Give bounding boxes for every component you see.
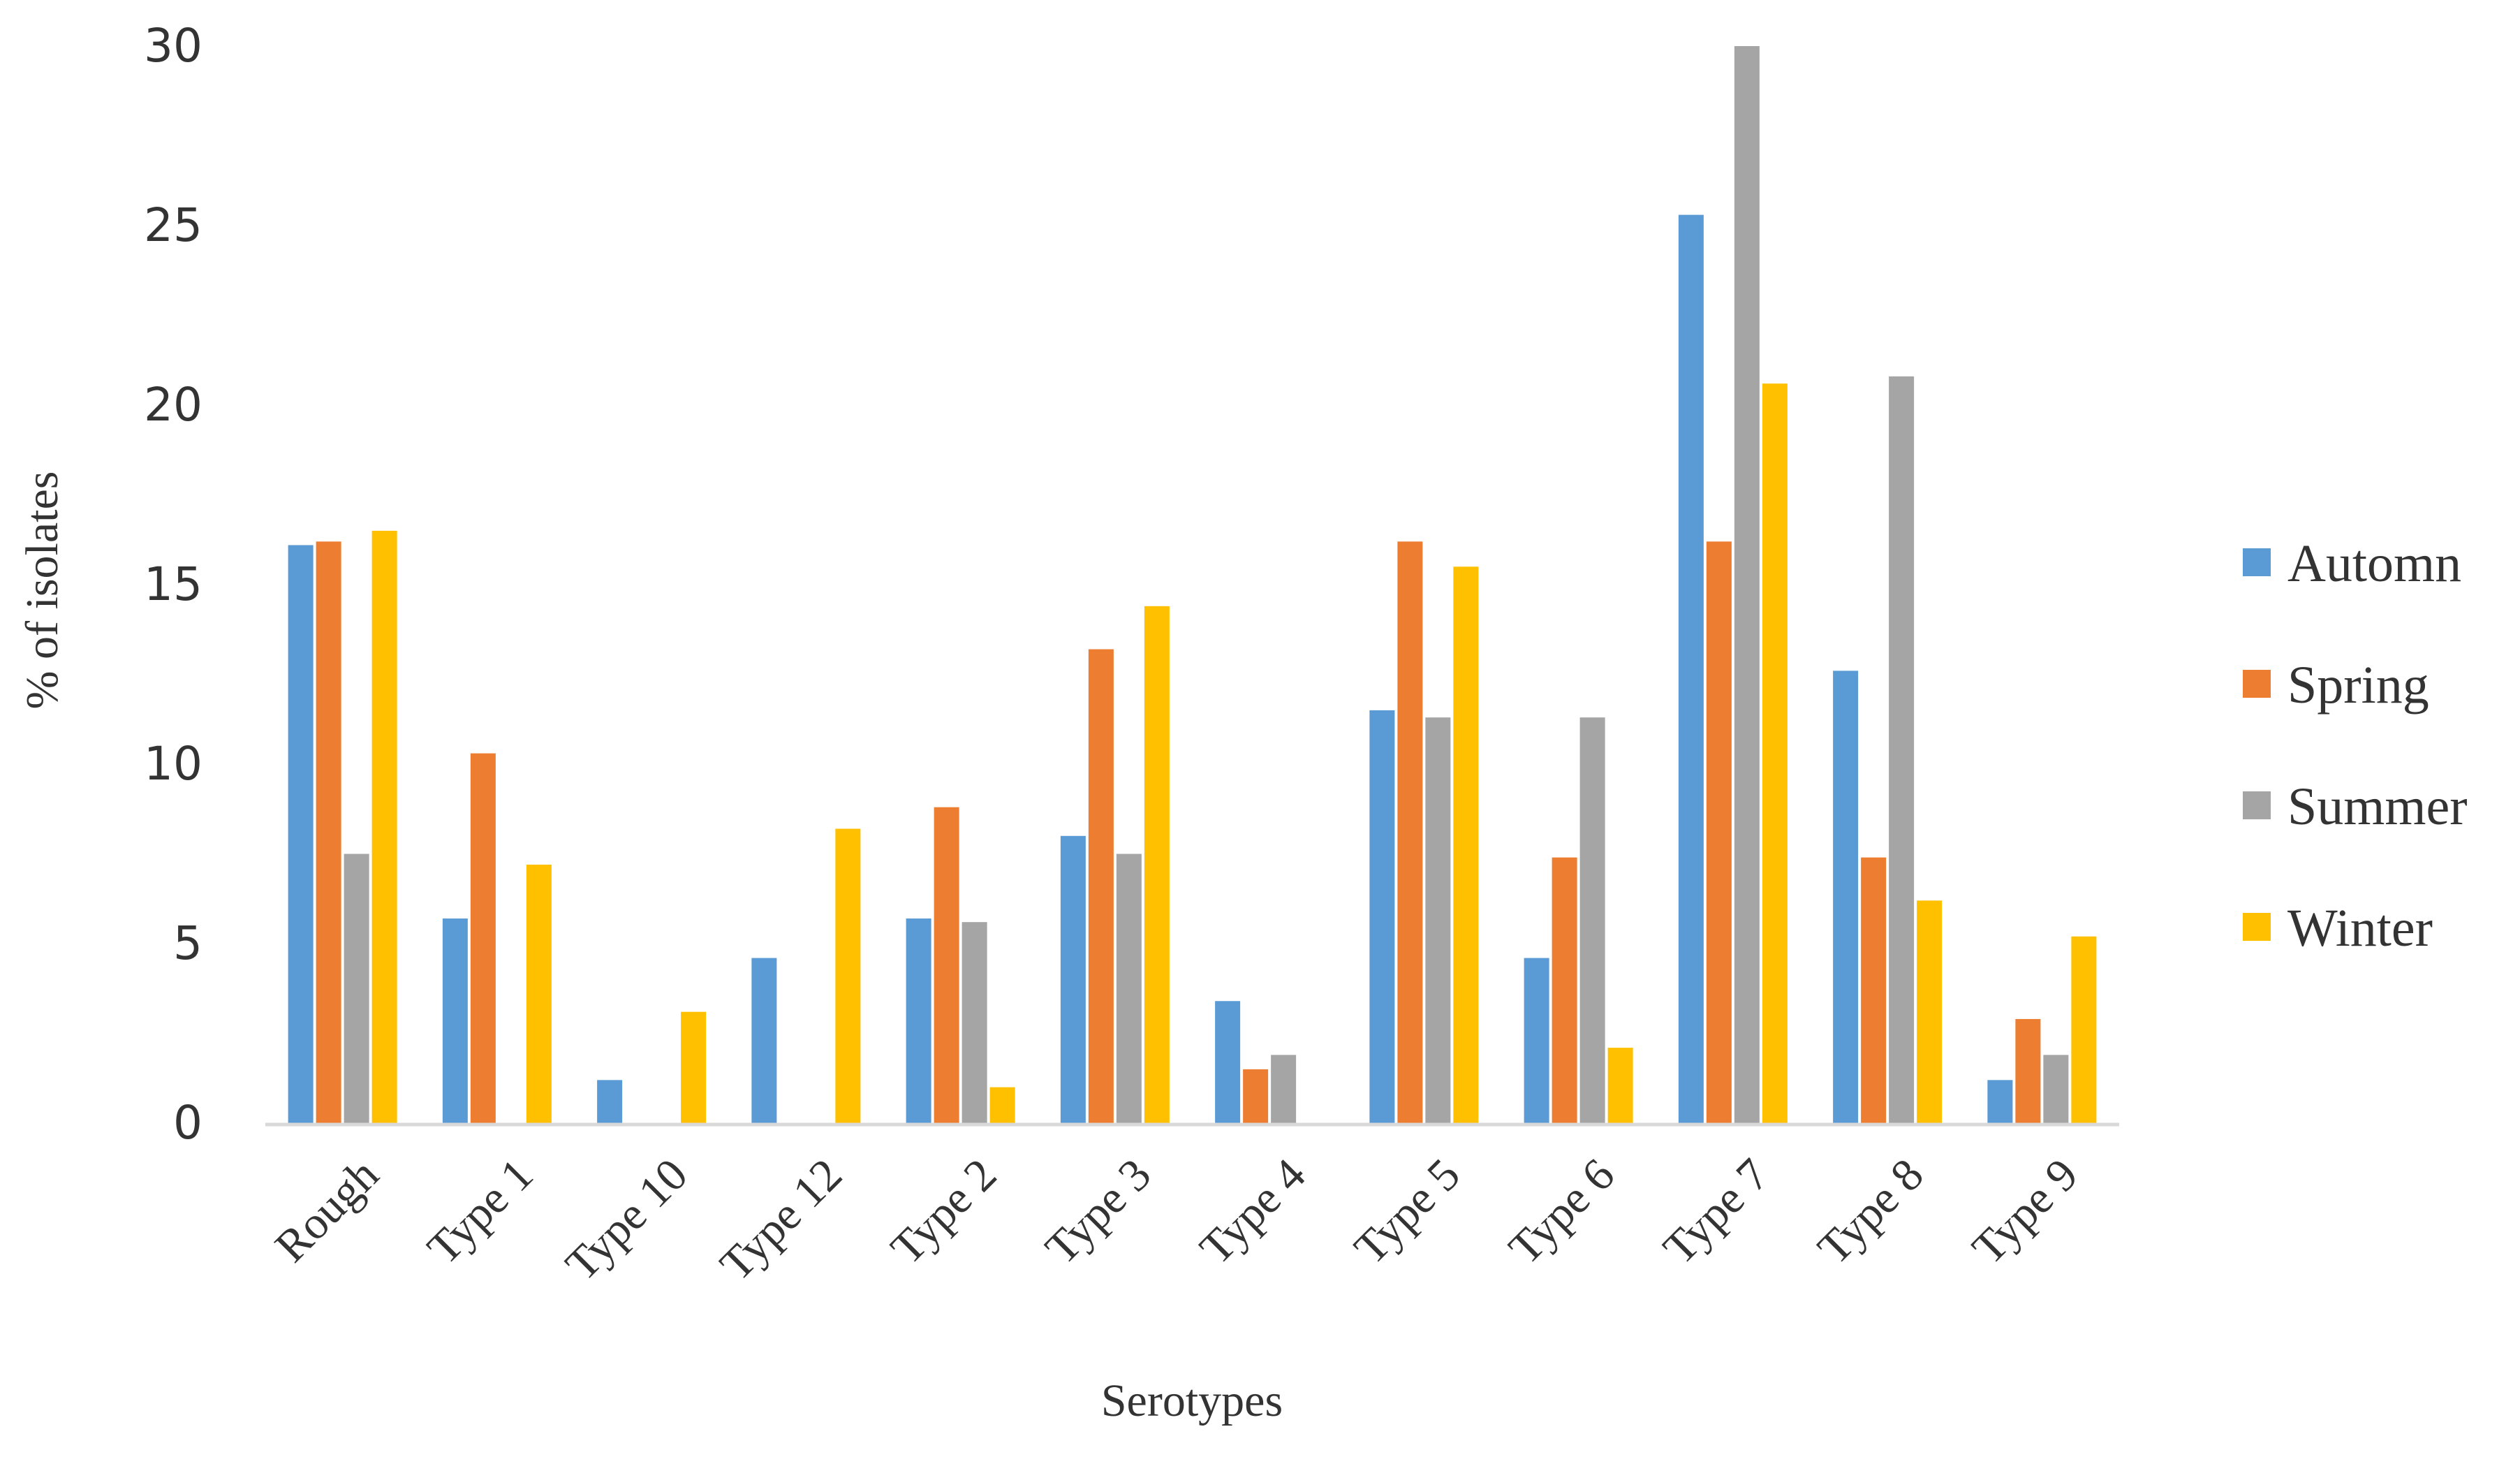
bar-automn-rough [288,545,314,1123]
bar-spring-rough [316,541,341,1123]
bar-automn-type-5 [1369,710,1395,1123]
bar-winter-type-8 [1917,900,1943,1123]
bar-automn-type-2 [906,918,931,1123]
bar-summer-type-3 [1116,854,1142,1123]
y-tick-label: 5 [173,916,202,970]
bar-spring-type-8 [1861,857,1887,1123]
x-tick-label: Type 8 [1808,1149,1933,1274]
bar-spring-type-1 [470,753,496,1123]
bars [288,46,2097,1124]
legend-swatch-spring [2243,670,2271,698]
x-axis-ticks: Rough Type 1 Type 10 Type 12 Type 2 Type 3 Typ… [265,1149,2088,1291]
y-tick-label: 0 [173,1096,202,1150]
bar-automn-type-7 [1678,214,1704,1124]
bar-summer-type-8 [1889,376,1915,1123]
legend-swatch-winter [2243,913,2271,941]
bar-winter-rough [371,530,397,1123]
bar-summer-type-6 [1579,717,1605,1123]
bar-summer-type-9 [2043,1055,2069,1123]
bar-automn-type-10 [597,1080,623,1123]
y-tick-label: 10 [144,737,202,791]
y-axis-ticks: 0 5 10 15 20 25 30 [144,19,202,1150]
legend-swatch-automn [2243,548,2271,576]
legend-label-summer: Summer [2287,777,2468,836]
x-tick-label: Type 4 [1190,1149,1315,1274]
bar-automn-type-12 [751,958,777,1123]
y-axis-title: % of isolates [17,471,68,710]
bar-spring-type-2 [934,807,959,1123]
legend-label-automn: Automn [2287,534,2461,593]
bar-automn-type-4 [1215,1001,1241,1123]
bar-summer-type-7 [1734,46,1760,1123]
bar-winter-type-2 [989,1087,1015,1123]
bar-spring-type-4 [1243,1069,1269,1123]
x-tick-label: Type 3 [1036,1149,1160,1274]
bar-automn-type-9 [1987,1080,2013,1123]
bar-spring-type-3 [1088,649,1114,1123]
bar-winter-type-5 [1453,566,1479,1123]
x-tick-label: Type 7 [1653,1149,1778,1274]
y-tick-label: 15 [144,557,202,611]
bar-winter-type-12 [835,828,861,1123]
x-tick-label: Type 2 [881,1149,1006,1274]
y-tick-label: 20 [144,378,202,432]
bar-winter-type-7 [1762,383,1788,1124]
bar-winter-type-3 [1144,606,1170,1123]
bar-summer-type-5 [1425,717,1451,1123]
x-tick-label: Rough [265,1149,388,1272]
bar-winter-type-6 [1607,1048,1633,1123]
legend-swatch-summer [2243,791,2271,819]
x-tick-label: Type 1 [418,1149,543,1274]
bar-spring-type-7 [1706,541,1732,1123]
bar-automn-type-3 [1060,835,1086,1123]
x-tick-label: Type 9 [1963,1149,2088,1274]
bar-winter-type-10 [681,1011,707,1123]
bar-winter-type-9 [2071,936,2097,1123]
bar-spring-type-9 [2015,1018,2041,1123]
bar-summer-rough [344,854,369,1123]
bar-automn-type-6 [1524,958,1549,1123]
bar-spring-type-5 [1397,541,1423,1123]
legend: Automn Spring Summer Winter [2243,534,2468,958]
bar-winter-type-1 [526,864,552,1123]
x-tick-label: Type 12 [710,1149,852,1291]
bar-summer-type-4 [1271,1055,1297,1123]
x-tick-label: Type 5 [1345,1149,1470,1274]
y-tick-label: 25 [144,198,202,252]
x-tick-label: Type 6 [1499,1149,1624,1274]
bar-automn-type-1 [442,918,468,1123]
bar-spring-type-6 [1552,857,1577,1123]
bar-automn-type-8 [1833,671,1859,1123]
x-axis-title: Serotypes [1101,1375,1283,1426]
legend-label-winter: Winter [2287,899,2433,958]
x-tick-label: Type 10 [556,1149,698,1291]
legend-label-spring: Spring [2287,656,2429,715]
bar-summer-type-2 [961,922,987,1123]
y-tick-label: 30 [144,19,202,73]
